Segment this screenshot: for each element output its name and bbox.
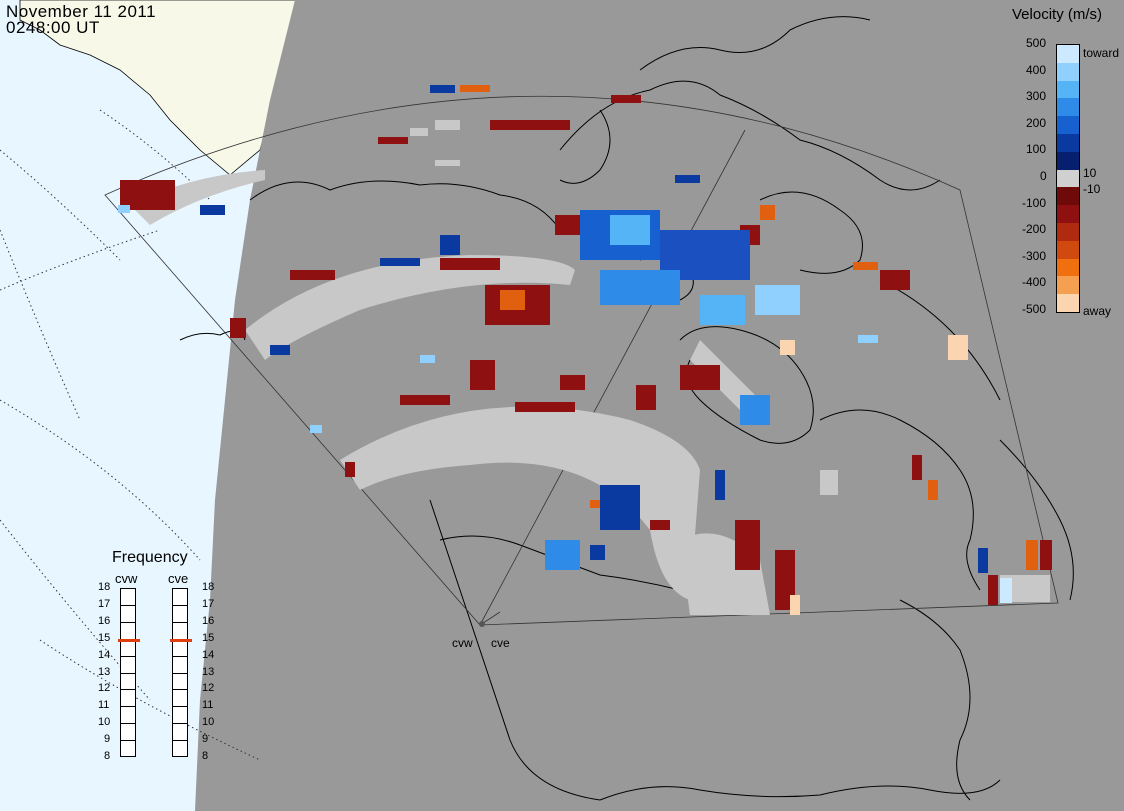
radar-site-marker <box>479 621 485 627</box>
legend-tick-minus10: -10 <box>1083 182 1101 196</box>
legend-title: Velocity (m/s) <box>1012 6 1103 23</box>
radar-label-east: cve <box>491 636 510 650</box>
frequency-gridline <box>173 740 187 742</box>
colorbar-tick-label: 300 <box>1026 89 1047 104</box>
frequency-gridline <box>173 604 187 606</box>
colorbar-tick-label: -400 <box>1022 275 1047 290</box>
frequency-scale-right: 17 <box>202 597 215 610</box>
velocity-colorbar <box>1056 44 1080 313</box>
colorbar-tick-label: -300 <box>1022 248 1047 263</box>
colorbar-segment <box>1057 258 1079 278</box>
frequency-scale-left: 15 <box>98 631 111 644</box>
frequency-gridline <box>173 706 187 708</box>
frequency-gridline <box>121 604 135 606</box>
frequency-scale-right: 9 <box>202 733 209 746</box>
frequency-gridline <box>173 672 187 674</box>
frequency-scale-right: 15 <box>202 631 215 644</box>
colorbar-segment <box>1057 45 1079 64</box>
colorbar-segment <box>1057 205 1079 224</box>
frequency-scale-left: 13 <box>98 665 111 678</box>
frequency-title: Frequency <box>112 549 188 566</box>
frequency-scale-left: 9 <box>104 733 111 746</box>
colorbar-segment <box>1057 294 1079 312</box>
colorbar-segment <box>1057 80 1079 100</box>
colorbar-segment <box>1057 187 1079 207</box>
velocity-toward-cells <box>118 85 1012 603</box>
frequency-bar-cve <box>172 588 188 757</box>
velocity-strong-away-cells <box>460 85 1038 570</box>
frequency-scale-left: 16 <box>98 614 111 627</box>
frequency-scale-left: 10 <box>98 716 111 729</box>
legend-away-label: away <box>1083 304 1112 318</box>
colorbar-tick-label: 200 <box>1026 115 1047 130</box>
frequency-gridline <box>173 621 187 623</box>
frequency-scale-left: 14 <box>98 648 111 661</box>
frequency-gridline <box>173 689 187 691</box>
frequency-scale-right: 18 <box>202 581 215 593</box>
legend-toward-label: toward <box>1083 46 1120 60</box>
frequency-scale-left: 8 <box>104 750 111 762</box>
frequency-scale-left: 11 <box>98 699 110 712</box>
date-label: November 11 2011 <box>6 2 157 21</box>
frequency-scale-left: 12 <box>98 682 111 695</box>
frequency-marker-cve <box>170 639 192 643</box>
legend-tick-plus10: 10 <box>1083 166 1097 180</box>
frequency-scale-right: 13 <box>202 665 215 678</box>
frequency-scale-left: 18 <box>98 581 111 593</box>
colorbar-segment <box>1057 169 1079 189</box>
frequency-gridline <box>121 638 135 640</box>
colorbar-tick-label: -500 <box>1022 302 1047 316</box>
colorbar-tick-label: -100 <box>1022 195 1047 210</box>
frequency-gridline <box>121 706 135 708</box>
ground-scatter <box>130 170 1050 615</box>
frequency-scale-right: 12 <box>202 682 215 695</box>
frequency-scale-right: 8 <box>202 750 209 762</box>
frequency-scale-right: 10 <box>202 716 215 729</box>
colorbar-segment <box>1057 276 1079 296</box>
colorbar-segment <box>1057 116 1079 135</box>
frequency-gridline <box>121 672 135 674</box>
frequency-marker-cvw <box>118 639 140 643</box>
colorbar-segment <box>1057 223 1079 242</box>
ground-scatter-cells <box>410 120 838 495</box>
frequency-scale-right: 16 <box>202 614 215 627</box>
velocity-max-away-cells <box>780 335 968 615</box>
frequency-scale-right: 11 <box>202 699 214 712</box>
colorbar-segment <box>1057 98 1079 118</box>
colorbar-tick-label: 500 <box>1026 36 1047 50</box>
radar-label-west: cvw <box>452 636 473 650</box>
colorbar-segment <box>1057 134 1079 153</box>
frequency-gridline <box>173 655 187 657</box>
colorbar-tick-label: -200 <box>1022 222 1047 237</box>
frequency-gridline <box>173 723 187 725</box>
frequency-scale-right: 14 <box>202 648 215 661</box>
frequency-gridline <box>121 689 135 691</box>
colorbar-tick-label: 100 <box>1026 142 1047 157</box>
frequency-gridline <box>121 740 135 742</box>
frequency-gridline <box>121 655 135 657</box>
colorbar-tick-label: 400 <box>1026 62 1047 77</box>
frequency-scale-left: 17 <box>98 597 111 610</box>
colorbar-segment <box>1057 151 1079 171</box>
frequency-gridline <box>121 723 135 725</box>
frequency-col-cvw: cvw <box>115 571 138 586</box>
colorbar-segment <box>1057 240 1079 260</box>
frequency-gridline <box>173 638 187 640</box>
colorbar-tick-label: 0 <box>1040 169 1047 183</box>
time-label: 0248:00 UT <box>6 18 100 37</box>
colorbar-segment <box>1057 62 1079 82</box>
frequency-gridline <box>121 621 135 623</box>
night-region <box>195 0 1124 811</box>
frequency-col-cve: cve <box>168 571 189 586</box>
frequency-bar-cvw <box>120 588 136 757</box>
